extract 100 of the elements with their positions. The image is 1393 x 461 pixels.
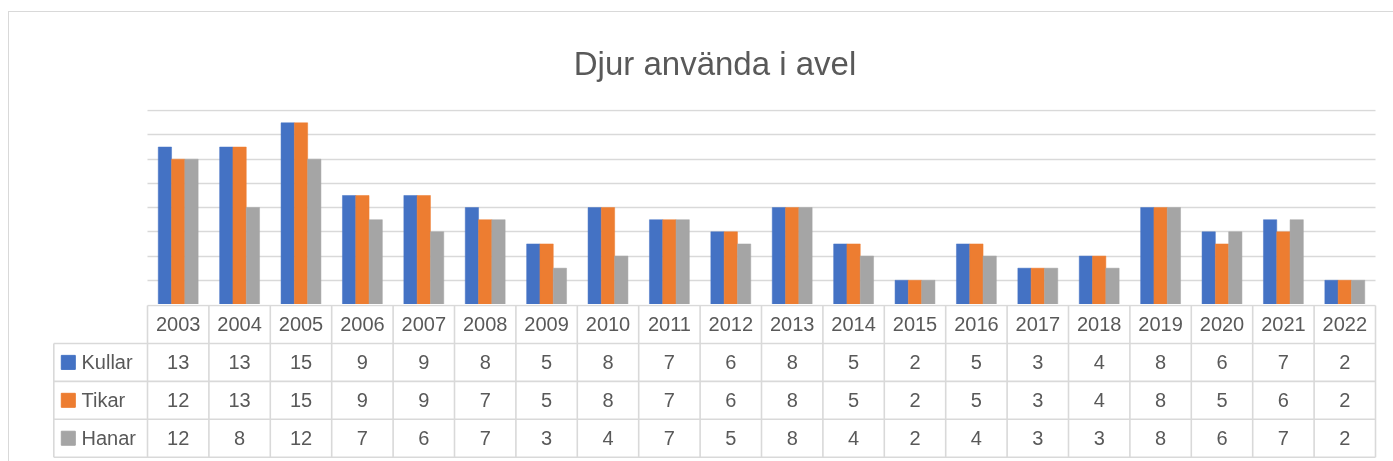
x-tick-label: 2015 [892, 313, 938, 336]
data-label: 7 [663, 389, 675, 412]
bar [969, 243, 984, 304]
x-tick-label: 2004 [217, 313, 262, 336]
bar [403, 195, 418, 304]
data-label: 2 [1339, 427, 1351, 450]
x-tick-label: 2012 [708, 313, 754, 336]
bar [1079, 255, 1093, 304]
data-label: 4 [848, 427, 860, 450]
bar [921, 280, 936, 304]
x-tick-label: 2003 [155, 313, 201, 336]
bar [1017, 267, 1032, 304]
data-label: 8 [786, 389, 798, 412]
x-tick-label: 2020 [1199, 313, 1245, 336]
bar [184, 158, 199, 304]
bar [982, 255, 997, 304]
data-label: 8 [602, 389, 614, 412]
data-label: 4 [1093, 389, 1105, 412]
bar [465, 207, 479, 304]
data-label: 7 [479, 389, 491, 412]
data-label: 9 [356, 351, 368, 374]
data-label: 15 [289, 389, 313, 412]
bar [1228, 231, 1243, 304]
bar [1201, 231, 1216, 304]
bar [307, 158, 322, 304]
bar [219, 146, 234, 304]
data-label: 5 [848, 351, 860, 374]
bar [723, 231, 738, 304]
bar [785, 207, 800, 304]
data-label: 7 [356, 427, 368, 450]
bar [1105, 267, 1120, 304]
data-label: 7 [479, 427, 491, 450]
data-label: 4 [970, 427, 982, 450]
bar [1140, 207, 1155, 304]
bar [280, 122, 295, 304]
data-label: 2 [909, 389, 921, 412]
x-tick-label: 2005 [278, 313, 324, 336]
x-tick-label: 2018 [1076, 313, 1122, 336]
bar [833, 243, 848, 304]
bar [649, 219, 663, 304]
data-label: 8 [602, 351, 614, 374]
bar [1324, 280, 1339, 304]
bar [368, 219, 383, 304]
data-label: 12 [289, 427, 313, 450]
bar [158, 146, 172, 304]
x-tick-label: 2019 [1138, 313, 1183, 336]
x-tick-label: 2009 [524, 313, 569, 336]
bar [737, 243, 751, 304]
data-label: 5 [541, 389, 553, 412]
bar [675, 219, 690, 304]
data-label: 5 [1216, 389, 1228, 412]
bar [908, 280, 922, 304]
data-label: 9 [356, 389, 368, 412]
data-label: 5 [848, 389, 860, 412]
data-label: 4 [602, 427, 614, 450]
data-label: 2 [1339, 389, 1351, 412]
bar [1092, 255, 1107, 304]
x-tick-label: 2017 [1015, 313, 1061, 336]
data-label: 7 [1277, 351, 1289, 374]
data-label: 4 [1093, 351, 1105, 374]
data-label: 8 [786, 427, 798, 450]
bar [355, 195, 370, 304]
bar [232, 146, 247, 304]
bar [416, 195, 431, 304]
data-label: 7 [1277, 427, 1289, 450]
data-label: 9 [418, 389, 430, 412]
bar [1276, 231, 1291, 304]
data-label: 8 [786, 351, 798, 374]
data-label: 15 [289, 351, 313, 374]
data-label: 3 [1032, 427, 1044, 450]
bar [1263, 219, 1277, 304]
x-tick-label: 2008 [462, 313, 508, 336]
bar [171, 158, 186, 304]
bar [430, 231, 444, 304]
data-label: 3 [541, 427, 553, 450]
x-tick-label: 2021 [1261, 313, 1306, 336]
bar [1289, 219, 1304, 304]
bar [539, 243, 554, 304]
x-tick-label: 2011 [647, 313, 691, 336]
data-label: 6 [1277, 389, 1289, 412]
data-label: 3 [1032, 389, 1044, 412]
bar [846, 243, 861, 304]
data-label: 5 [725, 427, 737, 450]
bar [956, 243, 970, 304]
data-label: 13 [228, 389, 251, 412]
data-label: 8 [1155, 351, 1167, 374]
legend-label: Tikar [81, 389, 126, 412]
bar [1167, 207, 1181, 304]
data-label: 2 [1339, 351, 1351, 374]
x-tick-label: 2016 [954, 313, 999, 336]
bar [614, 255, 629, 304]
data-label: 6 [418, 427, 430, 450]
data-label: 7 [663, 427, 675, 450]
data-label: 6 [725, 351, 737, 374]
data-label: 8 [479, 351, 491, 374]
bar [772, 207, 786, 304]
data-label: 6 [725, 389, 737, 412]
x-tick-label: 2006 [340, 313, 385, 336]
data-label: 3 [1093, 427, 1105, 450]
data-label: 12 [167, 427, 190, 450]
